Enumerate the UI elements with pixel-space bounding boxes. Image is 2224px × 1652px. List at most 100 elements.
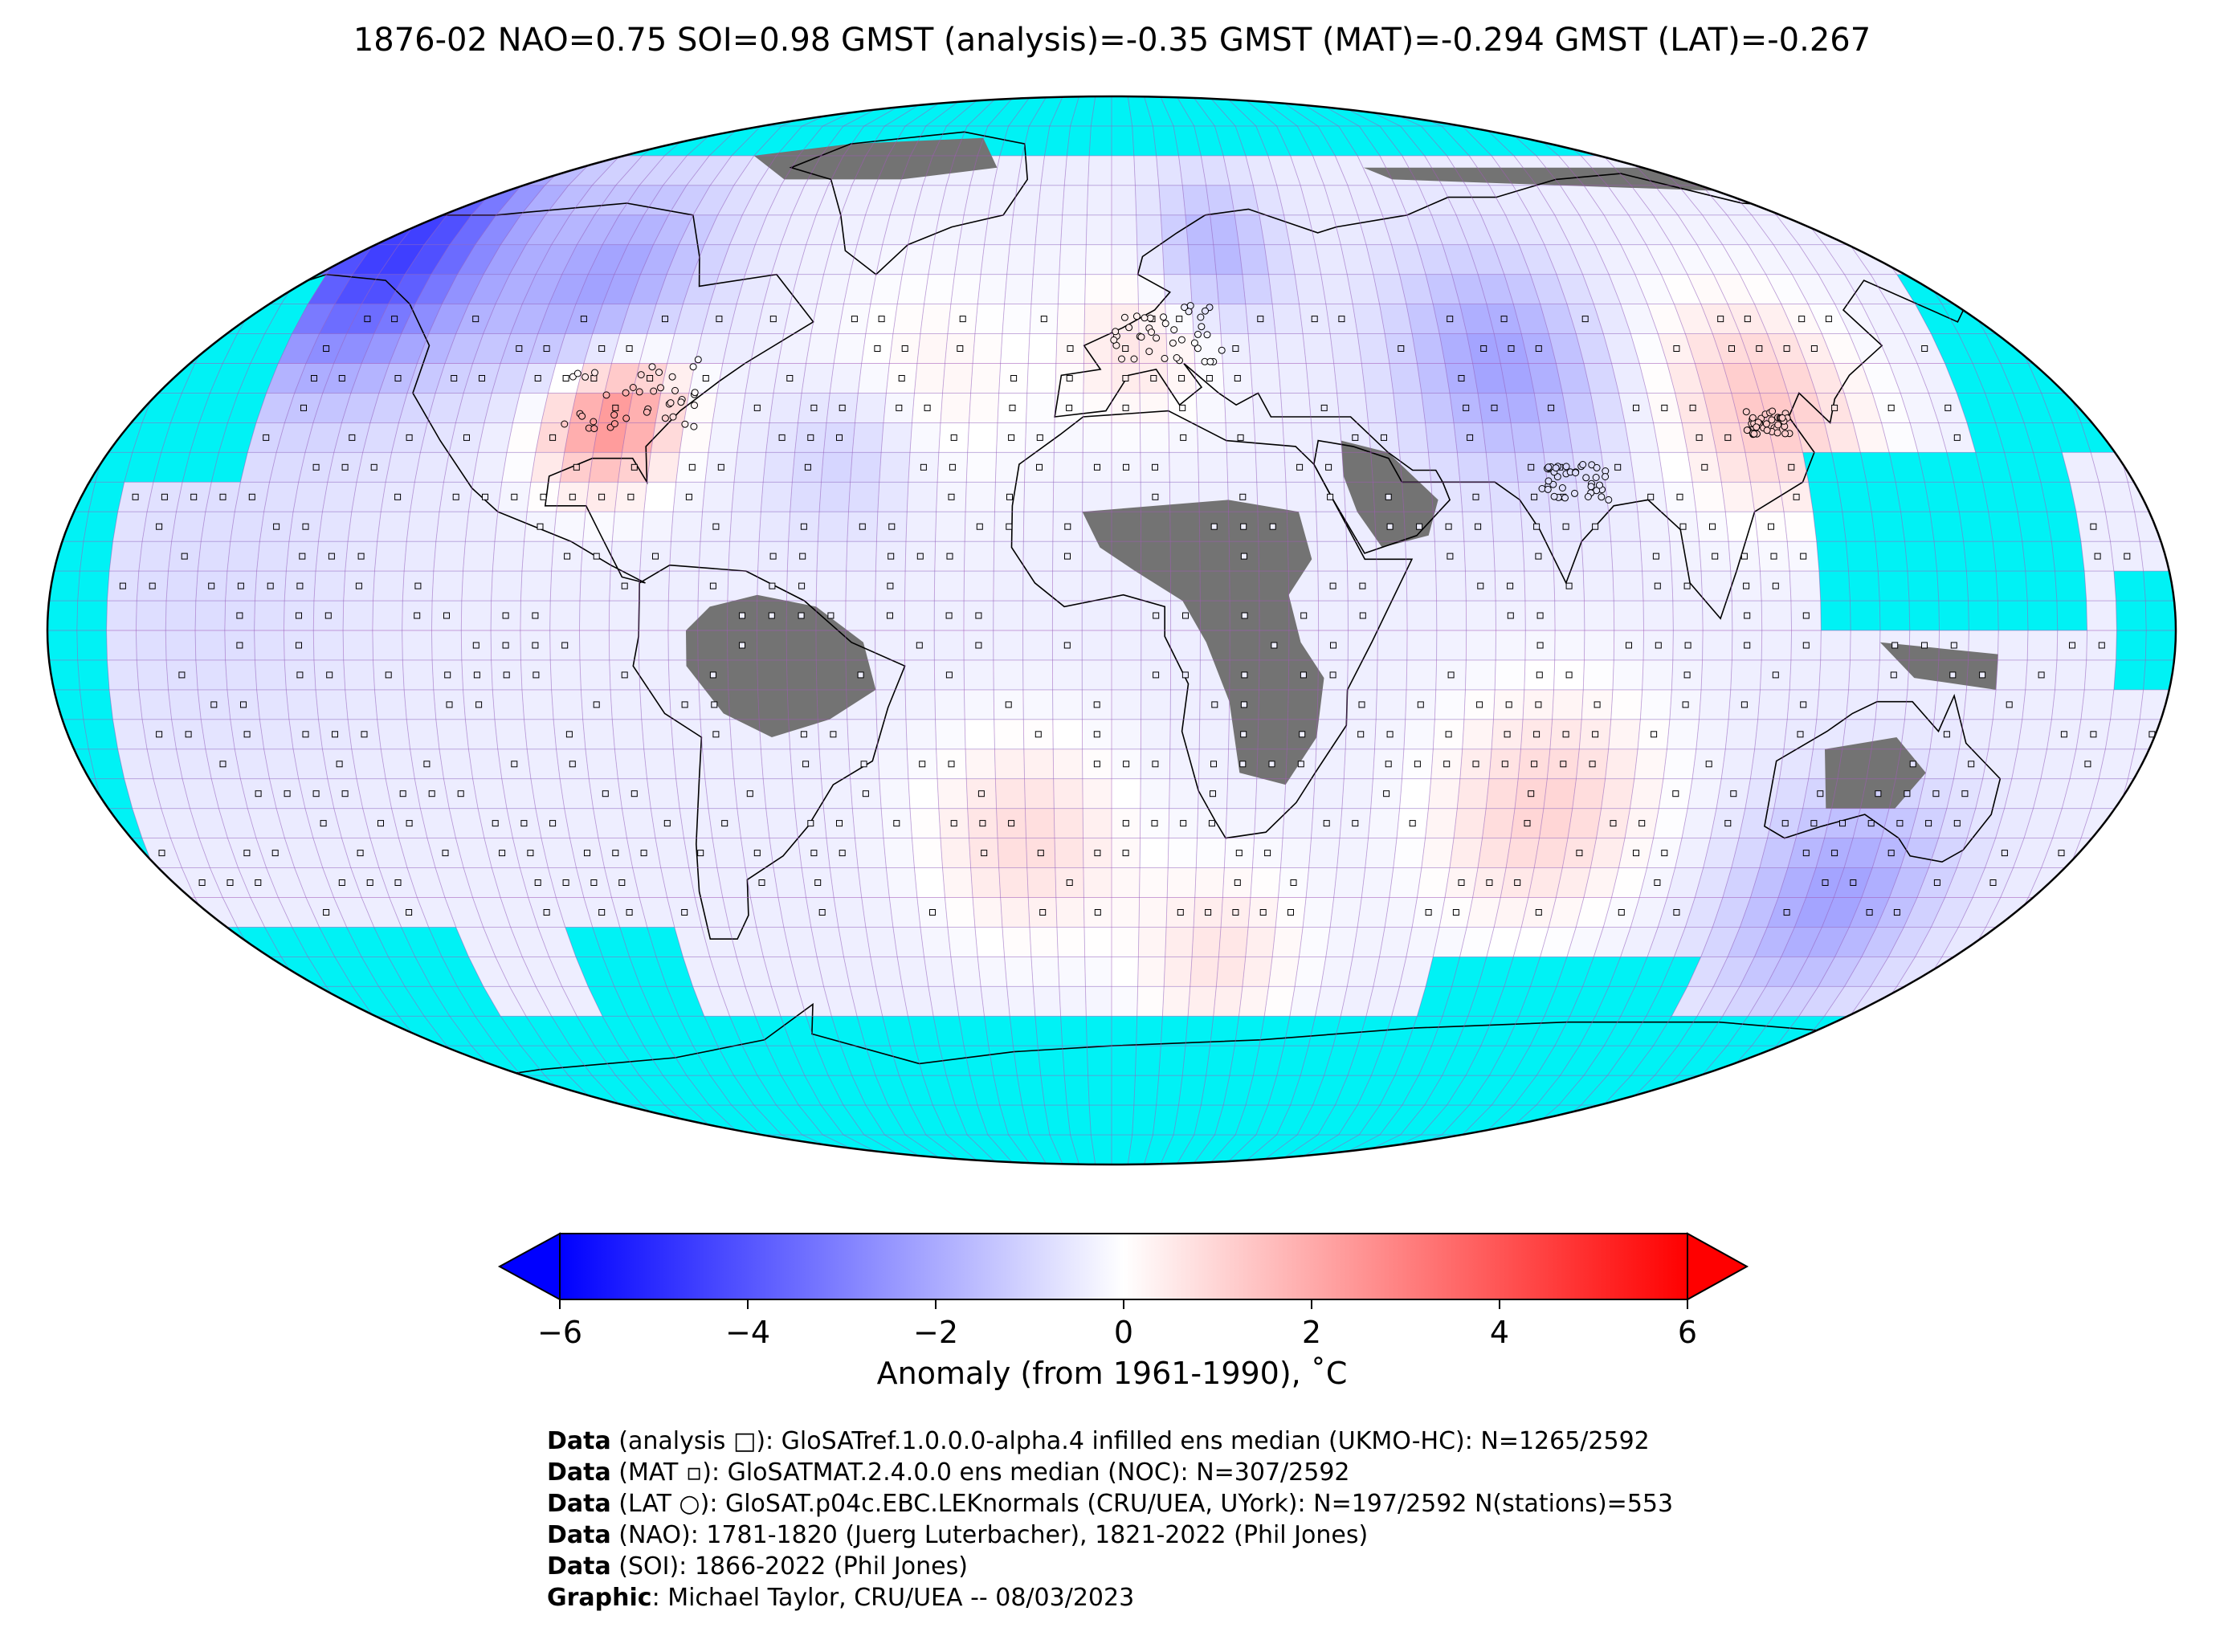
graticule-meridian <box>342 96 689 1165</box>
ocean-obs-marker <box>569 761 576 768</box>
anomaly-cell <box>667 601 699 630</box>
anomaly-cell <box>1894 155 1962 186</box>
anomaly-cell <box>1052 719 1083 749</box>
anomaly-cell <box>875 630 905 660</box>
anomaly-cell <box>1750 748 1784 779</box>
ocean-obs-marker <box>1067 345 1074 352</box>
anomaly-cell <box>904 659 935 690</box>
ocean-obs-marker <box>800 731 807 738</box>
anomaly-cell <box>195 630 226 660</box>
anomaly-cell <box>602 274 641 304</box>
anomaly-cell <box>861 897 893 928</box>
anomaly-cell <box>2027 630 2058 660</box>
anomaly-cell <box>474 155 531 186</box>
anomaly-cell <box>1421 838 1454 868</box>
anomaly-cell <box>414 452 450 483</box>
anomaly-cell <box>1376 541 1406 572</box>
ocean-obs-marker <box>1866 909 1873 916</box>
anomaly-cell <box>964 541 994 572</box>
anomaly-cell <box>879 452 910 483</box>
ocean-obs-marker <box>1533 731 1540 738</box>
ocean-obs-marker <box>626 345 633 352</box>
anomaly-cell <box>225 659 257 690</box>
anomaly-cell <box>1242 274 1273 304</box>
ocean-obs-marker <box>1006 523 1013 530</box>
ocean-obs-marker <box>1560 761 1567 768</box>
anomaly-cell <box>1465 659 1496 690</box>
anomaly-cell <box>124 778 161 809</box>
ocean-obs-marker <box>2038 671 2045 679</box>
anomaly-cell <box>377 719 410 749</box>
anomaly-cell <box>1613 659 1643 690</box>
anomaly-cell <box>1276 185 1309 215</box>
anomaly-cell <box>1434 689 1466 720</box>
anomaly-cell <box>2062 452 2100 483</box>
ocean-obs-marker <box>312 463 320 471</box>
anomaly-cell <box>240 452 277 483</box>
anomaly-cell <box>1819 185 1875 215</box>
anomaly-cell <box>679 214 718 245</box>
anomaly-cell <box>370 393 407 423</box>
anomaly-cell <box>1674 304 1713 334</box>
anomaly-cell <box>593 422 627 453</box>
anomaly-cell <box>778 333 811 364</box>
anomaly-cell <box>1556 867 1591 898</box>
world-anomaly-map <box>46 95 2177 1166</box>
anomaly-cell <box>500 214 545 245</box>
anomaly-cell <box>1084 304 1112 334</box>
ocean-obs-marker <box>959 316 966 323</box>
ocean-obs-marker <box>975 642 982 649</box>
anomaly-cell <box>1685 333 1723 364</box>
anomaly-cell <box>1642 659 1673 690</box>
graticule-meridian <box>520 96 787 1165</box>
graticule-meridian <box>1127 96 1142 1165</box>
anomaly-cell <box>553 512 586 542</box>
anomaly-cell <box>1306 867 1337 898</box>
anomaly-cell <box>737 808 769 838</box>
ocean-obs-marker <box>1673 345 1680 352</box>
observation-markers <box>119 302 2156 916</box>
anomaly-cell <box>1456 214 1494 245</box>
anomaly-cell <box>433 541 466 572</box>
ocean-obs-marker <box>549 820 557 827</box>
anomaly-cell <box>564 808 598 838</box>
anomaly-cell <box>1376 689 1406 720</box>
anomaly-cell <box>656 274 693 304</box>
ocean-obs-marker <box>1535 553 1542 560</box>
ocean-obs-marker <box>1264 850 1271 857</box>
ocean-obs-marker <box>950 434 957 441</box>
anomaly-cell <box>1412 333 1445 364</box>
anomaly-cell <box>439 748 473 779</box>
anomaly-cell <box>1995 808 2034 838</box>
ocean-obs-marker <box>1989 879 1997 886</box>
colorbar-extend-high <box>1687 1232 1749 1301</box>
anomaly-cell <box>463 541 495 572</box>
anomaly-cell <box>1347 659 1377 690</box>
graticule-meridian <box>786 96 933 1165</box>
anomaly-cell <box>1083 422 1112 453</box>
ocean-obs-marker <box>443 612 450 619</box>
anomaly-cell <box>1315 748 1346 779</box>
anomaly-cell <box>967 422 998 453</box>
ocean-obs-marker <box>859 523 866 530</box>
anomaly-cell <box>1861 867 1901 898</box>
anomaly-cell <box>790 482 822 512</box>
ocean-obs-marker <box>1531 761 1538 768</box>
ocean-obs-marker <box>527 850 534 857</box>
anomaly-cell <box>1332 214 1366 245</box>
ocean-obs-marker <box>1416 523 1423 530</box>
anomaly-cell <box>1647 927 1686 957</box>
ocean-obs-marker <box>1536 671 1543 679</box>
ocean-obs-marker <box>573 463 580 471</box>
anomaly-cell <box>259 719 293 749</box>
anomaly-cell <box>1033 244 1061 275</box>
anomaly-cell <box>1924 214 1977 245</box>
anomaly-cell <box>398 838 436 868</box>
anomaly-cell <box>965 719 995 749</box>
ocean-obs-marker <box>1683 582 1691 589</box>
ocean-obs-marker <box>569 493 576 500</box>
ocean-obs-marker <box>1531 493 1538 500</box>
ocean-obs-marker <box>1093 701 1100 708</box>
anomaly-cell <box>201 719 235 749</box>
anomaly-cell <box>333 333 374 364</box>
